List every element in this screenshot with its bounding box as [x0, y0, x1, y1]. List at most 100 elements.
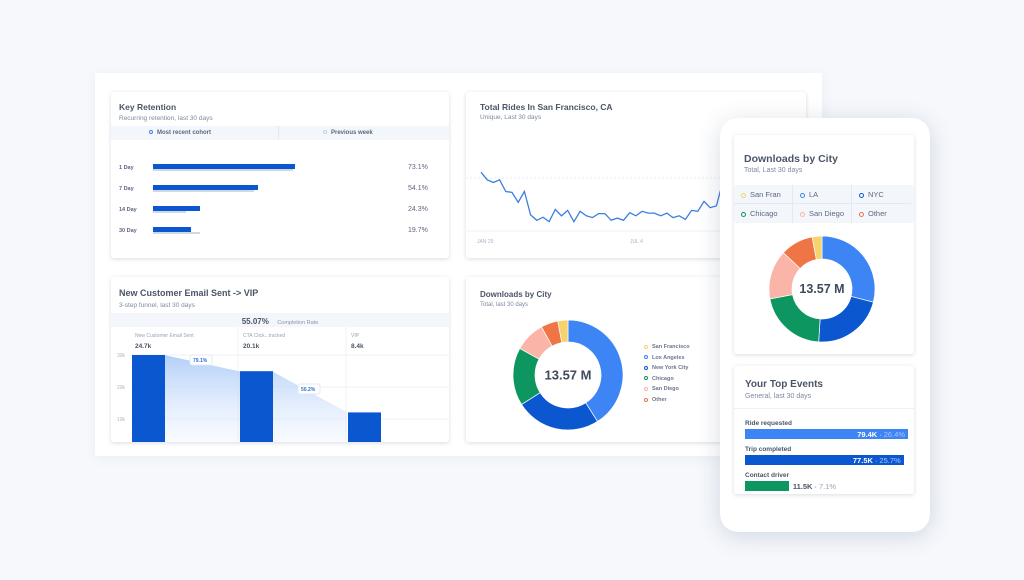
legend-item[interactable]: San Diego: [644, 386, 690, 397]
mobile-downloads-card: Downloads by City Total, Last 30 days Sa…: [734, 135, 914, 354]
event-label: Ride requested: [745, 420, 792, 427]
y-tick-label: 30k: [117, 353, 126, 359]
step-label: VIP: [351, 333, 360, 339]
legend-label: Most recent cohort: [157, 130, 212, 136]
legend-item[interactable]: San Francisco: [644, 344, 690, 355]
funnel-bar: [240, 371, 273, 442]
legend-item[interactable]: Other: [644, 397, 690, 408]
legend-label: Other: [652, 396, 667, 403]
event-row[interactable]: Contact driver 11.5K · 7.1%: [745, 472, 910, 494]
donut-center-total: 13.57 M: [545, 367, 592, 382]
retention-row: 1 Day 73.1%: [111, 164, 449, 176]
card-title: Downloads by City: [744, 153, 838, 165]
event-percent: 7.1%: [818, 482, 837, 491]
event-value-group: 79.4K · 26.4%: [857, 430, 905, 439]
donut-slice: [557, 319, 569, 343]
event-percent: 25.7%: [879, 456, 901, 465]
row-label: 30 Day: [119, 228, 137, 234]
legend-item[interactable]: LA: [793, 185, 852, 204]
legend-label: Chicago: [750, 209, 778, 218]
downloads-donut-chart: 13.57 M: [512, 319, 624, 431]
legend-label: Los Angeles: [652, 354, 685, 361]
legend-dot-icon: [800, 211, 805, 217]
event-count: 11.5K: [792, 482, 813, 491]
conversion-badge: [189, 354, 213, 366]
event-bar: [745, 481, 789, 491]
funnel-chart: 30k 20k 10k New Customer Email Sent 24.7k CTA…: [117, 327, 449, 442]
legend-label: New York City: [652, 365, 689, 372]
previous-week-bar: [153, 232, 200, 234]
event-label: Contact driver: [745, 472, 790, 479]
city-legend-grid: San Fran LA NYC Chicago San Diego Other: [734, 185, 914, 223]
step-value: 8.4k: [351, 343, 364, 350]
legend-item[interactable]: Chicago: [734, 204, 793, 223]
card-subtitle: Total, last 30 days: [480, 302, 529, 308]
legend-dot-icon: [644, 386, 648, 391]
legend-label: San Fran: [750, 190, 781, 199]
legend-previous[interactable]: Previous week: [323, 130, 373, 136]
step-value: 24.7k: [135, 343, 152, 350]
conversion-badge: [297, 383, 321, 395]
event-value-group: 77.5K · 25.7%: [853, 456, 901, 465]
completion-value: 55.07%: [241, 317, 269, 326]
funnel-bar: [132, 355, 165, 442]
retention-row: 7 Day 54.1%: [111, 185, 449, 197]
step-label: CTA Click...tracked: [243, 333, 285, 339]
donut-slice: [811, 235, 823, 260]
conversion-rate: 79.1%: [193, 358, 208, 364]
mobile-downloads-donut-chart: 13.57 M: [768, 235, 876, 343]
top-events-card: Your Top Events General, last 30 days Ri…: [734, 366, 914, 494]
legend-item[interactable]: Chicago: [644, 376, 690, 387]
conversion-rate: 50.2%: [301, 387, 316, 393]
legend-label: Previous week: [331, 130, 373, 136]
event-separator: ·: [874, 456, 878, 465]
legend-dot-icon: [644, 344, 648, 349]
event-row[interactable]: Ride requested 79.4K · 26.4%: [745, 420, 910, 442]
previous-week-bar: [153, 211, 186, 213]
card-subtitle: General, last 30 days: [745, 393, 812, 400]
y-tick-label: 10k: [117, 417, 126, 423]
donut-center-total: 13.57 M: [799, 282, 844, 296]
legend-item[interactable]: New York City: [644, 365, 690, 376]
row-value: 19.7%: [408, 227, 428, 234]
mobile-device: Downloads by City Total, Last 30 days Sa…: [720, 118, 930, 532]
legend-dot-icon: [644, 355, 648, 360]
retention-row: 14 Day 24.3%: [111, 206, 449, 218]
legend-dot-icon: [800, 192, 805, 198]
row-value: 24.3%: [408, 206, 428, 213]
event-row[interactable]: Trip completed 77.5K · 25.7%: [745, 446, 910, 468]
row-label: 1 Day: [119, 165, 134, 171]
event-percent: 26.4%: [883, 430, 905, 439]
legend-dot-icon: [644, 365, 648, 370]
card-subtitle: 3-step funnel, last 30 days: [119, 302, 195, 309]
legend-dot-icon: [741, 211, 746, 217]
legend-dot-icon: [644, 376, 648, 381]
row-label: 7 Day: [119, 186, 134, 192]
completion-label: Completion Rate: [277, 320, 319, 326]
legend-item[interactable]: Los Angeles: [644, 355, 690, 366]
legend-item[interactable]: NYC: [852, 185, 911, 204]
x-tick-label: JAN 29: [477, 239, 494, 245]
card-subtitle: Recurring retention, last 30 days: [119, 115, 213, 122]
legend-most-recent[interactable]: Most recent cohort: [149, 130, 211, 136]
row-label: 14 Day: [119, 207, 137, 213]
donut-legend: San Francisco Los Angeles New York City Chi…: [644, 344, 690, 408]
legend-label: NYC: [868, 190, 884, 199]
event-count: 79.4K: [857, 430, 878, 439]
y-tick-label: 20k: [117, 385, 126, 391]
card-title: New Customer Email Sent -> VIP: [119, 288, 259, 298]
row-value: 54.1%: [408, 185, 428, 192]
legend-item[interactable]: San Diego: [793, 204, 852, 223]
card-title: Total Rides In San Francisco, CA: [480, 102, 613, 112]
legend-item[interactable]: Other: [852, 204, 911, 223]
row-value: 73.1%: [408, 164, 428, 171]
step-label: New Customer Email Sent: [135, 333, 194, 339]
card-subtitle: Unique, Last 30 days: [480, 114, 542, 121]
legend-label: San Francisco: [652, 344, 690, 350]
card-title: Your Top Events: [745, 379, 823, 390]
legend-label: LA: [809, 190, 819, 199]
x-tick-label: JUL 4: [630, 239, 643, 245]
event-bar: [745, 455, 904, 465]
legend-item[interactable]: San Fran: [734, 185, 793, 204]
cohort-bar: [153, 227, 192, 232]
